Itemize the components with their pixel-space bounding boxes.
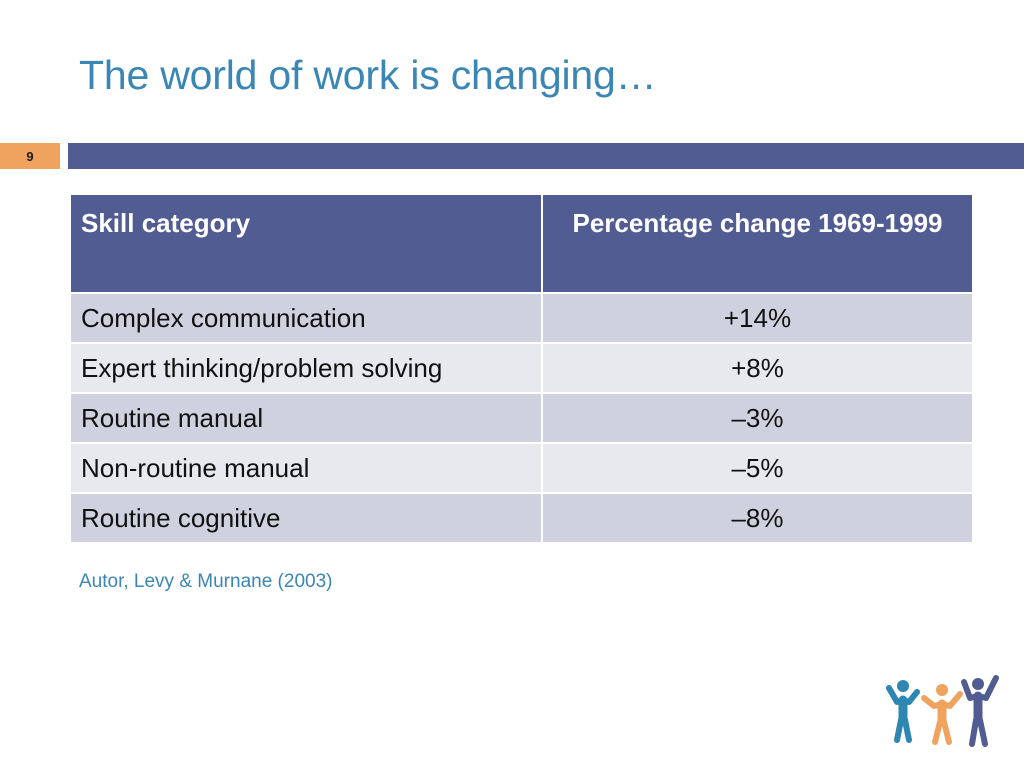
header-percentage-change: Percentage change 1969-1999 [541, 193, 974, 294]
header-bar [68, 143, 1024, 169]
source-citation: Autor, Levy & Murnane (2003) [79, 571, 333, 592]
person-figure-orange [921, 684, 963, 745]
cell-skill: Complex communication [69, 292, 543, 344]
cell-skill: Non-routine manual [69, 442, 543, 494]
page-number-badge: 9 [0, 143, 60, 169]
table-row: Routine cognitive –8% [69, 492, 974, 544]
person-figure-navy [961, 675, 999, 747]
table-header-row: Skill category Percentage change 1969-19… [69, 193, 974, 294]
cell-change: –8% [541, 492, 974, 544]
table-row: Complex communication +14% [69, 292, 974, 344]
slide-title: The world of work is changing… [79, 52, 657, 98]
table-row: Expert thinking/problem solving +8% [69, 342, 974, 394]
cell-change: –3% [541, 392, 974, 444]
cell-change: +14% [541, 292, 974, 344]
cell-change: +8% [541, 342, 974, 394]
cell-skill: Expert thinking/problem solving [69, 342, 543, 394]
table-row: Non-routine manual –5% [69, 442, 974, 494]
table-row: Routine manual –3% [69, 392, 974, 444]
skills-table: Skill category Percentage change 1969-19… [69, 193, 974, 544]
cell-change: –5% [541, 442, 974, 494]
people-group-icon [886, 675, 999, 747]
cell-skill: Routine manual [69, 392, 543, 444]
person-figure-blue [886, 680, 920, 743]
cell-skill: Routine cognitive [69, 492, 543, 544]
header-skill-category: Skill category [69, 193, 543, 294]
